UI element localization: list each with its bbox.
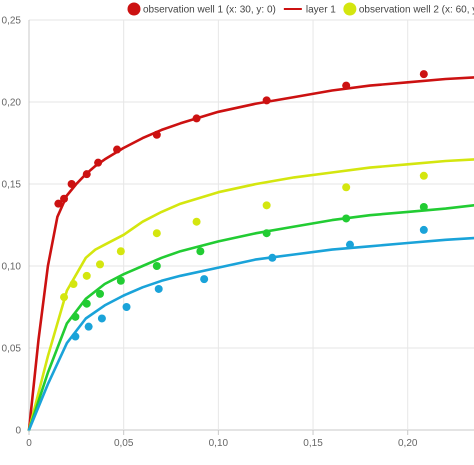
y-tick-label: 0,20 <box>2 98 22 109</box>
y-tick-label: 0,25 <box>2 16 22 27</box>
x-tick-label: 0 <box>26 438 32 449</box>
data-point-4 <box>262 229 271 238</box>
data-point-4 <box>71 312 80 321</box>
data-point-0 <box>192 114 201 123</box>
y-tick-label: 0,15 <box>2 180 22 191</box>
x-tick-label: 0,05 <box>114 438 134 449</box>
data-point-0 <box>60 194 69 203</box>
series-layer <box>27 70 474 432</box>
y-tick-label: 0 <box>15 426 21 437</box>
data-point-6 <box>345 240 354 249</box>
data-point-6 <box>154 284 163 293</box>
x-tick-label: 0,10 <box>209 438 229 449</box>
data-point-6 <box>268 253 277 262</box>
legend-label: observation well 2 (x: 60, y: 0) <box>359 5 474 16</box>
data-point-0 <box>419 70 428 79</box>
data-point-0 <box>94 158 103 167</box>
data-point-4 <box>152 262 161 270</box>
data-point-4 <box>82 299 91 308</box>
data-point-4 <box>116 276 125 285</box>
data-point-2 <box>96 260 105 269</box>
y-tick-label: 0,05 <box>2 344 22 355</box>
data-point-2 <box>69 280 78 289</box>
data-point-2 <box>152 229 161 238</box>
data-point-0 <box>342 81 351 90</box>
series-line-1 <box>27 76 474 432</box>
data-point-6 <box>84 322 93 331</box>
data-point-0 <box>67 180 76 188</box>
legend-label: observation well 1 (x: 30, y: 0) <box>143 5 276 16</box>
data-point-4 <box>96 289 105 298</box>
data-point-0 <box>82 170 91 179</box>
data-point-0 <box>152 130 161 139</box>
data-point-2 <box>419 171 428 180</box>
y-tick-label: 0,10 <box>2 262 22 273</box>
data-point-2 <box>60 293 69 302</box>
series-line-7 <box>27 236 474 432</box>
legend[interactable]: observation well 1 (x: 30, y: 0) layer 1 o… <box>127 2 474 16</box>
legend-marker-dot <box>343 2 357 16</box>
data-point-6 <box>200 275 209 284</box>
data-point-0 <box>113 145 122 154</box>
data-point-4 <box>419 202 428 211</box>
legend-label: layer 1 <box>306 5 336 16</box>
data-point-6 <box>97 314 106 323</box>
legend-marker-dot <box>127 2 141 16</box>
x-tick-label: 0,15 <box>303 438 323 449</box>
x-tick-label: 0,20 <box>398 438 418 449</box>
data-point-6 <box>122 303 131 311</box>
axis-layer: 0 0,05 0,10 0,15 0,20 0,25 0 0,05 0,10 0,15 0,20 <box>2 16 418 450</box>
data-point-6 <box>419 225 428 234</box>
series-line-5 <box>27 204 474 432</box>
data-point-6 <box>71 332 80 341</box>
series-line-3 <box>27 158 474 432</box>
data-point-2 <box>116 247 125 256</box>
data-point-0 <box>262 96 271 105</box>
data-point-2 <box>262 201 271 210</box>
data-point-4 <box>196 247 205 256</box>
data-point-2 <box>192 217 201 226</box>
data-point-0 <box>54 199 63 208</box>
data-point-2 <box>342 183 351 192</box>
data-point-4 <box>342 214 351 223</box>
data-point-2 <box>82 271 91 280</box>
